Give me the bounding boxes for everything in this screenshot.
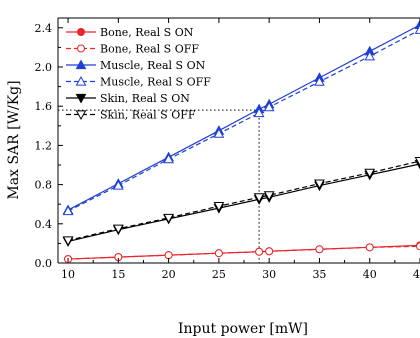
legend-entry-5: Skin, Real S OFF: [66, 109, 196, 122]
data-point: [213, 128, 225, 138]
legend-label: Muscle, Real S ON: [100, 59, 206, 72]
data-point: [253, 107, 265, 118]
data-point: [163, 213, 174, 224]
x-tick-label: 25: [212, 268, 226, 281]
y-tick-label: 0.4: [35, 218, 53, 231]
reference-lines: [58, 109, 260, 263]
data-point: [112, 224, 124, 235]
y-tick-label: 1.6: [35, 100, 53, 113]
data-point: [213, 202, 225, 212]
data-point: [416, 242, 420, 251]
series-1: [64, 242, 420, 264]
legend: Bone, Real S ON Bone, Real S OFF Muscle, R…: [66, 26, 211, 122]
y-axis-title: Max SAR [W/Kg]: [6, 80, 22, 199]
x-tick-label: 35: [312, 268, 326, 281]
y-tick-label: 1.2: [35, 139, 53, 152]
legend-marker: [77, 28, 85, 36]
data-point: [315, 245, 324, 254]
axes-group: 10 15 20 25 30 35 40 45 0.0 0.4 0.8 1.2 1.6 2.0 2.4: [35, 18, 420, 281]
x-tick-label: 45: [413, 268, 420, 281]
legend-entry-0: Bone, Real S ON: [66, 26, 194, 39]
legend-marker: [75, 93, 87, 104]
legend-marker: [75, 110, 87, 121]
legend-label: Skin, Real S OFF: [100, 109, 196, 122]
data-point: [263, 101, 275, 112]
x-tick-label: 40: [363, 268, 377, 281]
legend-marker: [75, 59, 87, 70]
data-point: [62, 205, 74, 216]
data-point: [265, 247, 274, 256]
legend-marker: [75, 75, 87, 86]
data-point: [263, 191, 275, 201]
y-tick-label: 0.0: [35, 257, 53, 270]
series-5: [62, 156, 420, 246]
series-group: [62, 19, 420, 264]
legend-entry-1: Bone, Real S OFF: [66, 43, 199, 56]
legend-label: Bone, Real S ON: [100, 26, 194, 39]
legend-entry-4: Skin, Real S ON: [66, 92, 190, 105]
data-point: [163, 153, 174, 164]
legend-label: Bone, Real S OFF: [100, 43, 199, 56]
x-tick-label: 10: [61, 268, 75, 281]
data-point: [214, 249, 223, 258]
x-tick-label: 20: [162, 268, 176, 281]
data-point: [164, 251, 173, 260]
data-point: [62, 236, 74, 246]
y-tick-label: 2.4: [35, 22, 53, 35]
y-tick-label: 0.8: [35, 179, 53, 192]
data-point: [364, 50, 376, 61]
x-axis-title: Input power [mW]: [178, 321, 308, 337]
data-point: [255, 247, 264, 256]
data-point: [364, 168, 376, 179]
x-tick-label: 30: [262, 268, 276, 281]
legend-entry-3: Muscle, Real S OFF: [66, 76, 211, 89]
series-3: [62, 24, 420, 216]
y-tick-label: 2.0: [35, 61, 53, 74]
data-point: [112, 180, 124, 190]
data-point: [414, 24, 420, 34]
data-point: [314, 76, 325, 86]
series-line: [68, 245, 420, 260]
legend-marker: [77, 44, 85, 53]
data-point: [365, 243, 374, 252]
data-point: [414, 156, 420, 167]
data-point: [253, 193, 265, 203]
x-tick-label: 15: [111, 268, 125, 281]
data-point: [314, 179, 325, 190]
legend-entry-2: Muscle, Real S ON: [66, 59, 206, 72]
legend-label: Muscle, Real S OFF: [100, 76, 211, 89]
legend-label: Skin, Real S ON: [100, 92, 190, 105]
series-line: [67, 29, 420, 212]
